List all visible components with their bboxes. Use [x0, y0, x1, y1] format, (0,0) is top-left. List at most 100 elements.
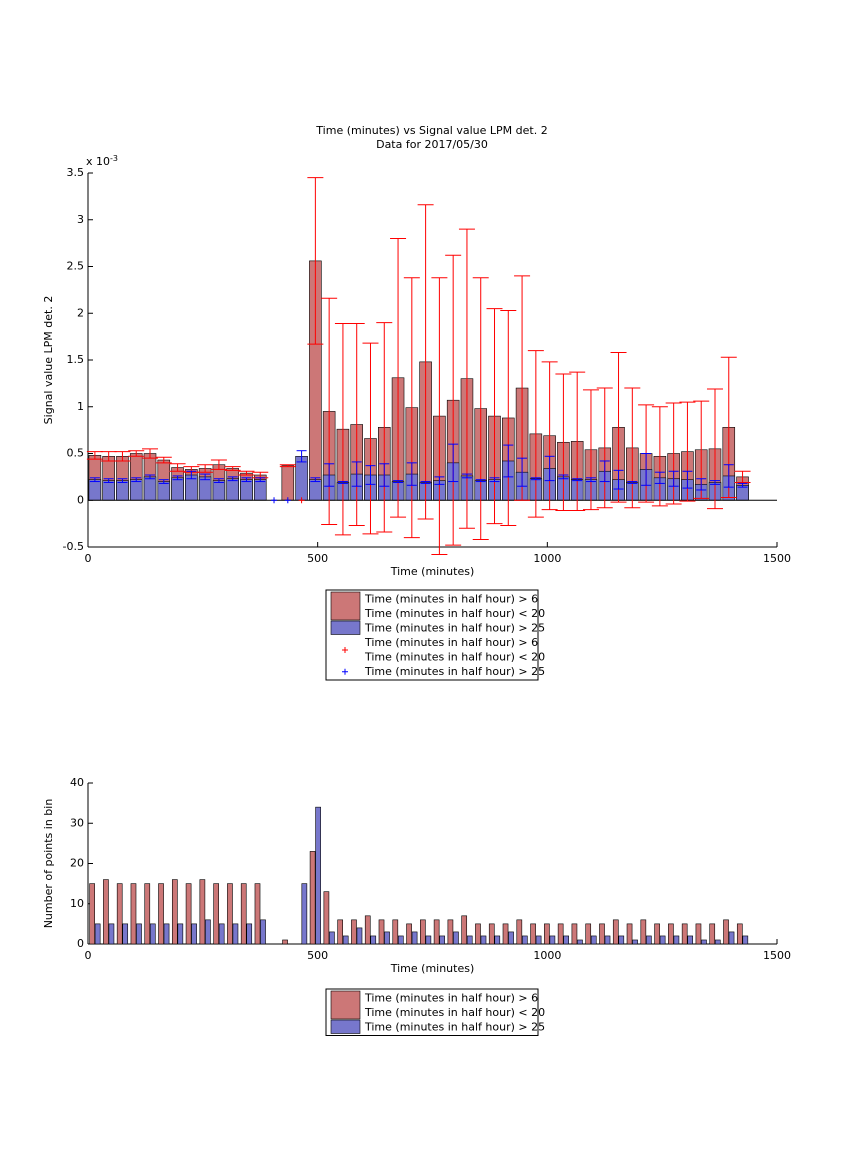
- y-tick-label: 3: [77, 213, 84, 226]
- bar: [157, 481, 171, 501]
- bar: [144, 883, 151, 945]
- error-bar: [337, 481, 348, 484]
- error-bar: [709, 480, 720, 485]
- bar: [246, 923, 253, 945]
- bar: [585, 923, 592, 945]
- x-axis-label: Time (minutes): [390, 962, 475, 975]
- error-bar: [241, 477, 252, 483]
- bar: [213, 883, 219, 945]
- bar: [488, 923, 495, 945]
- bar: [281, 465, 295, 501]
- y-multiplier-exponent: -3: [110, 154, 118, 163]
- legend-box: [325, 988, 539, 1036]
- error-bar: [210, 459, 227, 470]
- bar: [240, 883, 247, 945]
- error-bar: [324, 463, 335, 487]
- x-tick-label: 1500: [763, 552, 791, 565]
- error-bar: [517, 457, 528, 487]
- bar: [232, 923, 239, 945]
- error-bar: [406, 462, 417, 486]
- bar: [571, 923, 578, 945]
- error-bar: [572, 478, 583, 482]
- bar: [466, 935, 473, 945]
- error-bar: [706, 388, 723, 510]
- error-bar: [390, 237, 407, 518]
- error-bar: [307, 177, 324, 345]
- bar: [447, 919, 454, 945]
- bar: [130, 883, 137, 945]
- bar: [549, 935, 556, 945]
- error-bar: [445, 254, 462, 546]
- legend-label: Time (minutes in half hour) > 6: [364, 636, 538, 649]
- error-bar: [142, 448, 159, 459]
- error-bar: [348, 323, 365, 526]
- error-bar: [296, 450, 307, 463]
- x-axis-label: Time (minutes): [390, 565, 475, 578]
- bar: [392, 919, 399, 945]
- bar: [218, 923, 225, 945]
- error-bar: [599, 460, 610, 483]
- bar: [714, 939, 721, 945]
- error-bar: [403, 277, 420, 539]
- error-bar: [596, 387, 613, 509]
- plus-marker: [298, 497, 305, 504]
- error-bar: [197, 464, 214, 473]
- bar: [406, 923, 412, 945]
- error-bar: [334, 323, 351, 536]
- bar: [461, 915, 468, 945]
- error-bar: [734, 470, 751, 483]
- error-bar: [379, 463, 390, 487]
- error-bar: [86, 451, 103, 460]
- y-tick-label: 40: [70, 776, 84, 789]
- chart-subtitle: Data for 2017/05/30: [376, 138, 488, 151]
- error-bar: [362, 342, 379, 535]
- error-bar: [417, 204, 434, 520]
- legend-label: Time (minutes in half hour) > 25: [364, 665, 545, 678]
- x-tick-label: 500: [307, 552, 328, 565]
- error-bar: [500, 309, 517, 526]
- error-bar: [613, 469, 624, 490]
- plus-marker: [271, 497, 278, 504]
- error-bar: [489, 477, 500, 483]
- y-multiplier-base: x 10: [86, 155, 110, 168]
- error-bar: [227, 476, 238, 482]
- bar: [544, 923, 550, 945]
- bar: [604, 935, 611, 945]
- bar: [384, 931, 390, 945]
- legend-label: Time (minutes in half hour) > 6: [364, 592, 538, 605]
- x-tick-label: 0: [85, 552, 92, 565]
- bar: [226, 478, 239, 501]
- bar: [185, 883, 192, 945]
- error-bar: [668, 470, 679, 487]
- bar: [425, 935, 432, 945]
- bar: [557, 923, 564, 945]
- bar: [508, 931, 514, 945]
- error-bar: [145, 474, 156, 480]
- bar: [337, 919, 344, 945]
- x-tick-label: 1000: [533, 949, 561, 962]
- y-axis-label: Number of points in bin: [42, 799, 55, 929]
- error-bar: [172, 475, 183, 481]
- bar: [475, 923, 481, 945]
- bar: [240, 479, 253, 501]
- error-bar: [100, 451, 117, 462]
- bar: [116, 480, 129, 501]
- bar: [681, 923, 688, 945]
- bar: [723, 919, 729, 945]
- bar: [411, 931, 418, 945]
- bar: [282, 939, 288, 945]
- error-bar: [393, 480, 404, 483]
- y-tick-label: 1: [77, 400, 84, 413]
- error-bar: [530, 477, 541, 481]
- bar: [254, 883, 261, 945]
- legend-label: Time (minutes in half hour) > 25: [364, 1020, 545, 1033]
- bar: [701, 939, 707, 945]
- error-bar: [641, 453, 652, 486]
- bar: [521, 935, 528, 945]
- error-bar: [651, 406, 668, 507]
- error-bar: [527, 350, 544, 518]
- bar: [191, 923, 197, 945]
- error-bar: [238, 470, 255, 476]
- bar: [295, 456, 308, 501]
